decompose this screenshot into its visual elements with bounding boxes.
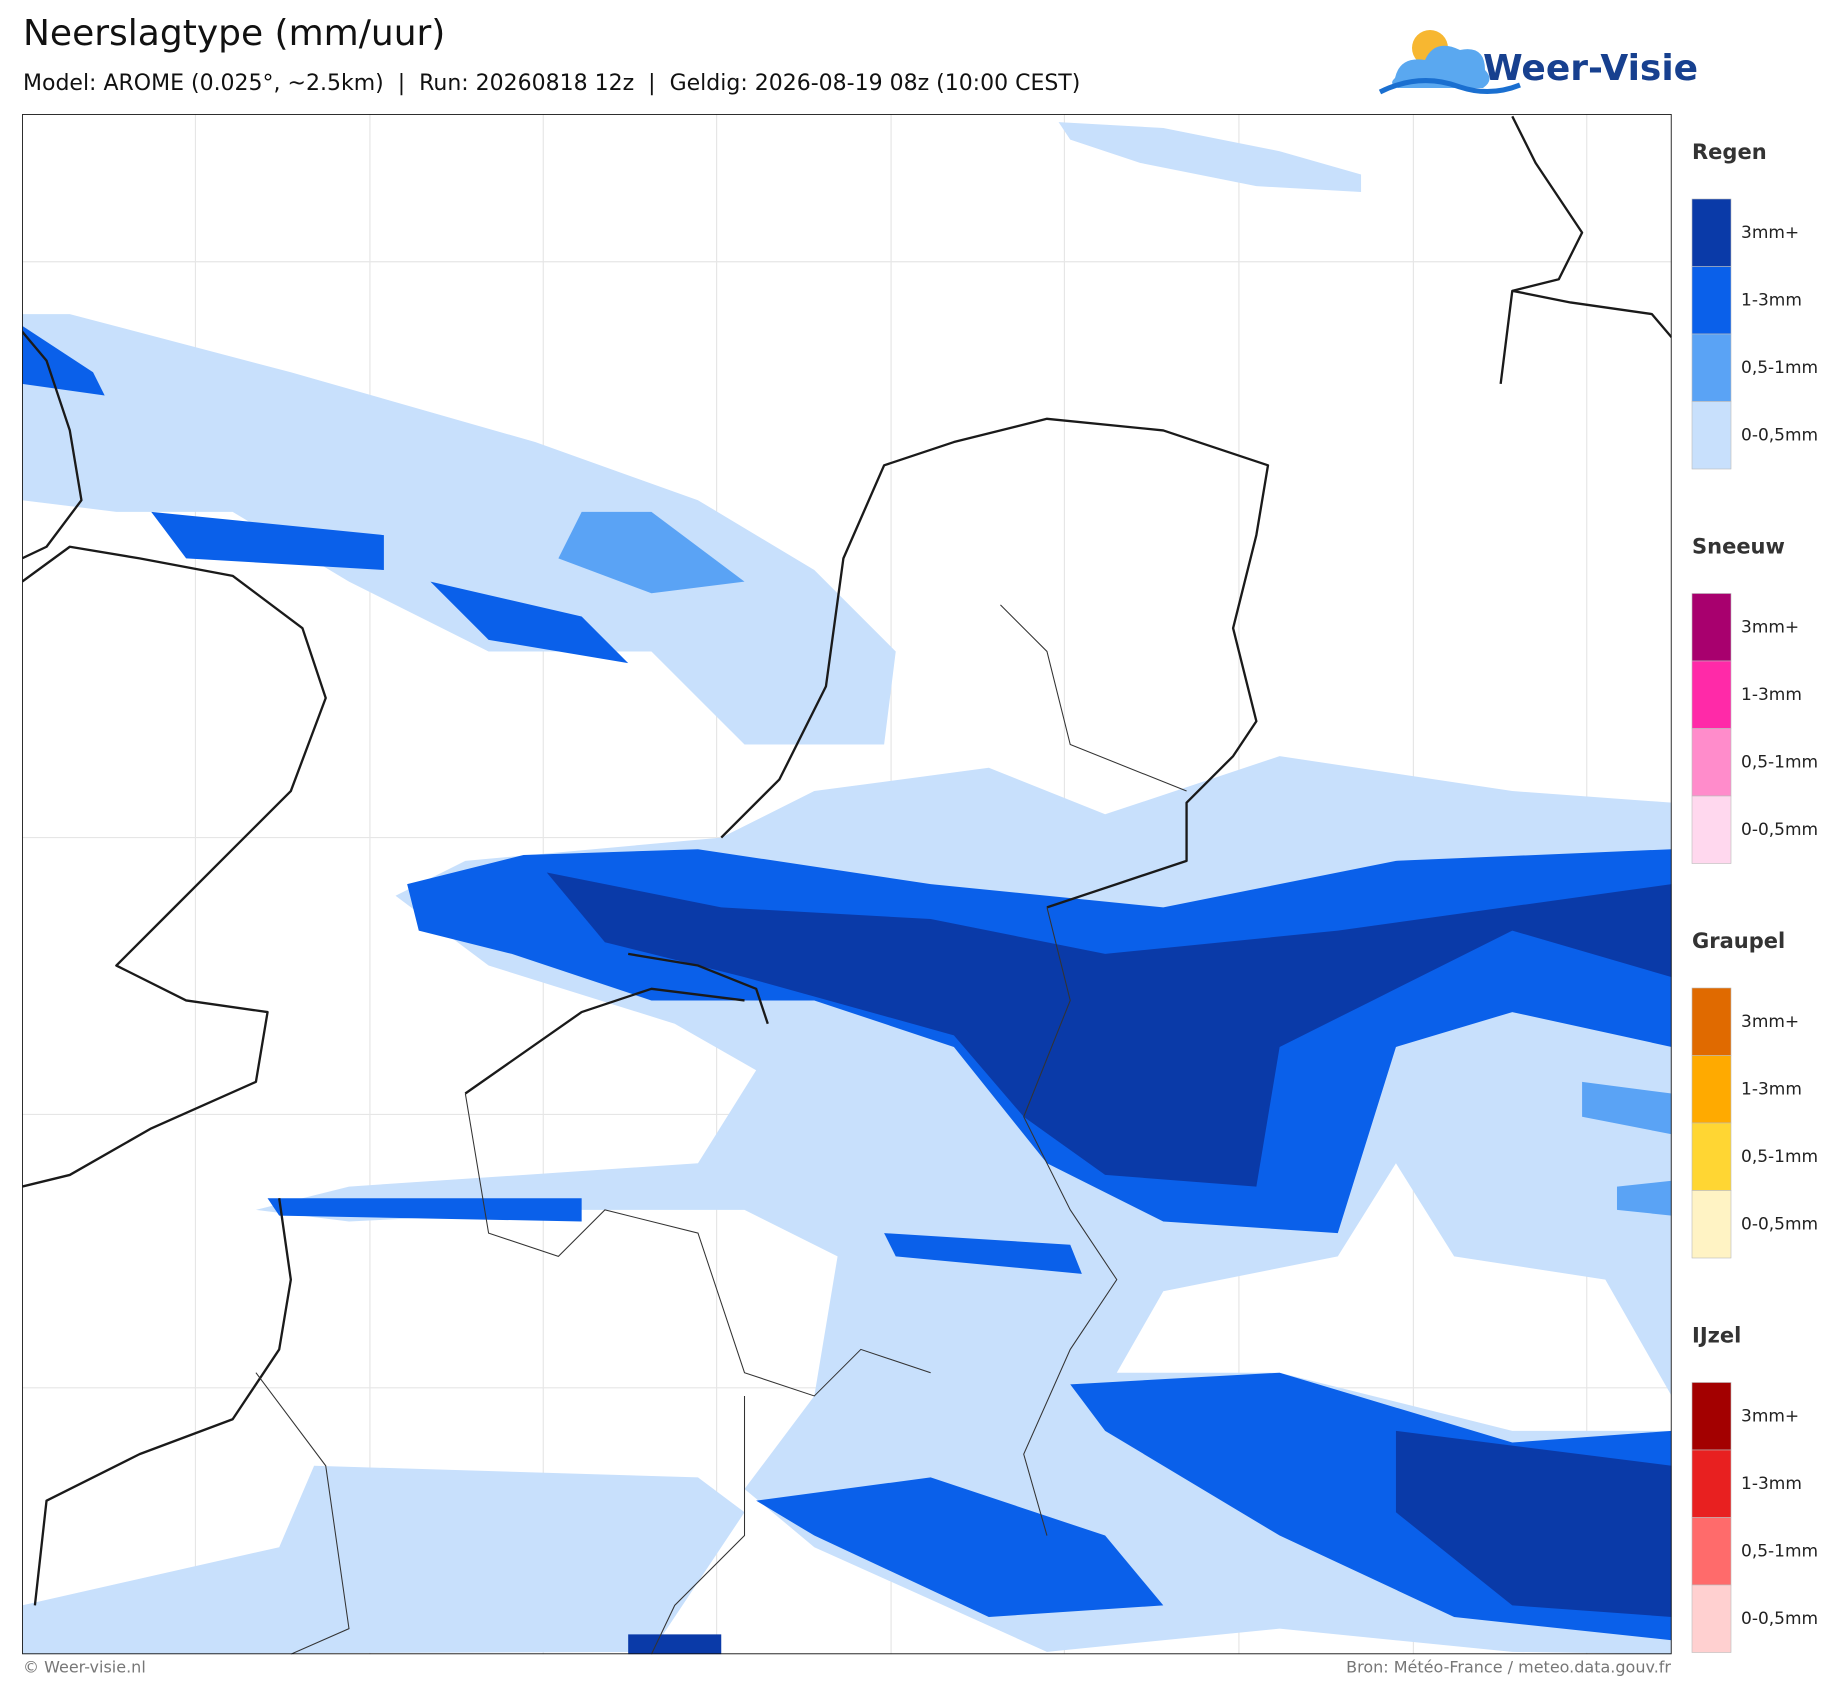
subtitle: Model: AROME (0.025°, ~2.5km) | Run: 202… [23,71,1080,96]
coastline [33,1198,292,1606]
legend-label: 3mm+ [1741,1012,1799,1032]
legend-label: 0-0,5mm [1741,1214,1818,1234]
legend-label: 0,5-1mm [1741,752,1818,772]
map [22,114,1672,1655]
legend-swatch [1691,1382,1732,1451]
coastline [627,952,769,1025]
precip-moderate [558,511,745,594]
legend-label: 3mm+ [1741,1406,1799,1426]
legend-swatch [1691,987,1732,1056]
border [650,1395,746,1655]
border [1000,604,1187,792]
legend-label: 3mm+ [1741,223,1799,243]
legend-label: 0-0,5mm [1741,1609,1818,1629]
legend-label: 1-3mm [1741,1079,1802,1099]
legend-swatch [1691,1055,1732,1124]
legend-title: Sneeuw [1692,535,1785,559]
precip-heavy [430,581,629,664]
legend-swatch [1691,593,1732,662]
legend-swatch [1691,1122,1732,1191]
legend-label: 1-3mm [1741,1474,1802,1494]
legend-label: 0-0,5mm [1741,820,1818,840]
precip-light [22,1465,745,1655]
logo-wave [1378,78,1521,95]
legend-label: 3mm+ [1741,617,1799,637]
legend-swatch [1691,1449,1732,1518]
legend: Regen 3mm+ 1-3mm 0,5-1mm 0-0,5mm Sneeuw 3mm+ 1-… [1691,140,1818,1653]
coastline [22,330,83,560]
map-content [22,114,1672,1655]
legend-title: Regen [1692,140,1767,164]
precip-very-heavy [546,872,1672,1187]
precip-moderate [1616,1180,1672,1216]
legend-title: Graupel [1692,929,1785,953]
coastline [1512,289,1672,339]
footer-left: © Weer-visie.nl [23,1658,146,1677]
legend-swatch [1691,660,1732,729]
footer-right: Bron: Météo-France / meteo.data.gouv.fr [1346,1658,1671,1677]
legend-title: IJzel [1692,1324,1741,1348]
logo-cloud [1392,45,1490,88]
logo: Weer-Visie [1378,30,1698,95]
logo-text: Weer-Visie [1483,48,1698,89]
legend-label: 0,5-1mm [1741,358,1818,378]
border [255,1372,350,1655]
precip-heavy [884,1233,1082,1274]
coastline [1499,115,1584,385]
precip-moderate [1582,1081,1672,1135]
precip-heavy [756,1477,1164,1617]
precip-very-heavy [628,1634,722,1655]
border [464,1093,931,1397]
precip-heavy [267,1198,582,1222]
precip-light [22,314,896,745]
coastline [720,417,1270,909]
legend-swatch [1691,198,1732,267]
border [1023,907,1118,1536]
legend-swatch [1691,1584,1732,1653]
legend-swatch [1691,1190,1732,1259]
title: Neerslagtype (mm/uur) [23,13,445,54]
legend-swatch [1691,266,1732,335]
legend-swatch [1691,1517,1732,1586]
legend-swatch [1691,401,1732,470]
legend-swatch [1691,728,1732,797]
coastline [464,987,745,1095]
legend-label: 1-3mm [1741,685,1802,705]
precip-light [1058,122,1362,192]
precip-heavy [151,511,384,571]
legend-swatch [1691,795,1732,864]
legend-swatch [1691,333,1732,402]
legend-label: 0,5-1mm [1741,1541,1818,1561]
legend-label: 0-0,5mm [1741,425,1818,445]
coastline [22,545,327,1188]
legend-label: 1-3mm [1741,290,1802,310]
precip-heavy [22,325,105,396]
legend-label: 0,5-1mm [1741,1147,1818,1167]
precip-very-heavy [1395,1430,1672,1617]
